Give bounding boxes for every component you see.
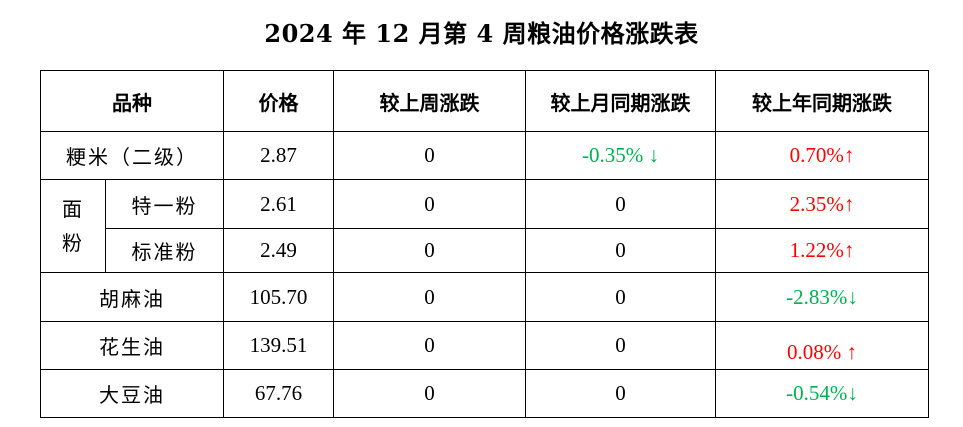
price-cell: 139.51	[223, 321, 334, 370]
price-cell: 105.70	[223, 272, 334, 322]
month-change-cell: 0	[525, 228, 716, 273]
variety-cell: 标准粉	[105, 228, 224, 273]
month-change-cell: 0	[525, 179, 716, 229]
year-change-cell: 1.22%↑	[715, 228, 929, 273]
group-label-flour: 面粉	[40, 179, 106, 273]
month-change-cell: 0	[525, 321, 716, 370]
header-row: 品种 价格 较上周涨跌 较上月同期涨跌 较上年同期涨跌	[40, 70, 929, 132]
year-change-cell: 2.35%↑	[715, 179, 929, 229]
week-change-cell: 0	[333, 369, 526, 418]
week-change-cell: 0	[333, 131, 526, 180]
month-change-cell: 0	[525, 369, 716, 418]
month-change-cell: -0.35% ↓	[525, 131, 716, 180]
header-week-change: 较上周涨跌	[333, 70, 526, 132]
year-change-cell: -0.54%↓	[715, 369, 929, 418]
price-table: 品种 价格 较上周涨跌 较上月同期涨跌 较上年同期涨跌 粳米（二级） 2.87 …	[40, 70, 929, 418]
table-row: 大豆油 67.76 0 0 -0.54%↓	[40, 369, 929, 418]
year-change-cell: 0.08% ↑	[715, 321, 929, 370]
variety-cell: 花生油	[40, 321, 224, 370]
price-cell: 2.87	[223, 131, 334, 180]
week-change-cell: 0	[333, 321, 526, 370]
year-change-cell: 0.70%↑	[715, 131, 929, 180]
table-title: 2024 年 12 月第 4 周粮油价格涨跌表	[264, 19, 699, 48]
header-month-change: 较上月同期涨跌	[525, 70, 716, 132]
month-change-cell: 0	[525, 272, 716, 322]
price-cell: 2.49	[223, 228, 334, 273]
table-row: 花生油 139.51 0 0 0.08% ↑	[40, 321, 929, 370]
price-cell: 2.61	[223, 179, 334, 229]
table-row: 面粉 特一粉 2.61 0 0 2.35%↑	[40, 179, 929, 273]
year-change-cell: -2.83%↓	[715, 272, 929, 322]
variety-cell: 大豆油	[40, 369, 224, 418]
table-row: 粳米（二级） 2.87 0 -0.35% ↓ 0.70%↑	[40, 131, 929, 180]
table-row: 标准粉 2.49 0 0 1.22%↑	[41, 228, 929, 273]
variety-cell: 粳米（二级）	[40, 131, 224, 180]
variety-cell: 特一粉	[105, 179, 224, 229]
variety-cell: 胡麻油	[40, 272, 224, 322]
header-price: 价格	[223, 70, 334, 132]
price-cell: 67.76	[223, 369, 334, 418]
week-change-cell: 0	[333, 179, 526, 229]
group-label-char: 面	[62, 197, 84, 221]
table-row: 胡麻油 105.70 0 0 -2.83%↓	[40, 272, 929, 322]
week-change-cell: 0	[333, 228, 526, 273]
header-year-change: 较上年同期涨跌	[715, 70, 929, 132]
header-variety: 品种	[40, 70, 224, 132]
week-change-cell: 0	[333, 272, 526, 322]
group-label-char: 粉	[62, 231, 84, 255]
